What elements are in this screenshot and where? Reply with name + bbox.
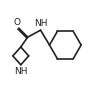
Text: NH: NH	[14, 67, 28, 76]
Text: O: O	[14, 18, 21, 27]
Text: NH: NH	[34, 19, 48, 28]
